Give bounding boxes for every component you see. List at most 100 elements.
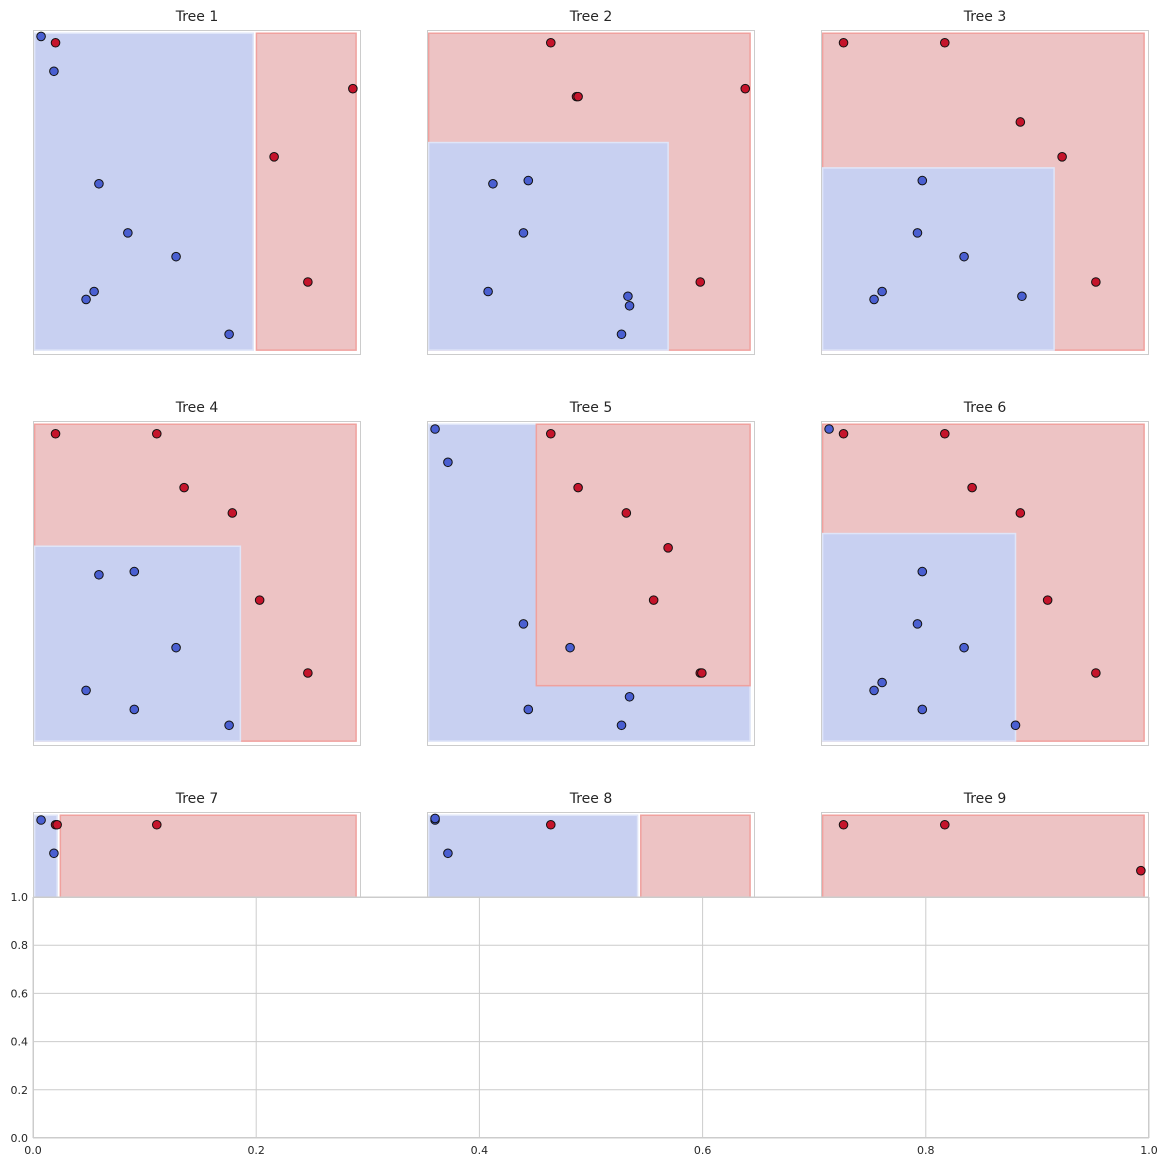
data-point-red [303, 277, 313, 287]
panel-title: Tree 2 [569, 9, 613, 25]
data-point-blue [430, 424, 440, 434]
tree-panel-1: Tree 1 [33, 9, 361, 355]
data-point-blue [824, 424, 834, 434]
panel-title: Tree 3 [963, 9, 1007, 25]
tree-panel-4: Tree 4 [33, 400, 361, 746]
x-tick-label: 0.0 [24, 1144, 42, 1157]
data-point-red [1057, 152, 1067, 162]
data-point-blue [959, 251, 969, 262]
overlay-axes: 0.0 0.2 0.4 0.6 0.8 1.0 0.0 0.2 0.4 0.6 0.8 1.0 [11, 891, 1158, 1157]
data-point-red [545, 819, 556, 830]
panel-body [821, 423, 1145, 742]
data-point-blue [171, 642, 181, 653]
data-point-blue [36, 31, 46, 42]
panel-body [427, 423, 751, 742]
data-point-red [50, 428, 61, 439]
panel-title: Tree 7 [175, 791, 219, 807]
tree-panel-6: Tree 6 [821, 400, 1149, 746]
data-point-blue [877, 286, 887, 297]
data-point-red [179, 482, 189, 493]
data-point-blue [129, 566, 140, 577]
data-point-red [573, 91, 583, 102]
panel-frame [427, 30, 755, 355]
decision-region-red [255, 32, 357, 351]
data-point-blue [624, 691, 635, 702]
panel-body [427, 32, 751, 351]
data-point-blue [877, 677, 887, 688]
data-point-red [52, 819, 62, 830]
panel-title: Tree 5 [569, 400, 613, 416]
data-point-blue [869, 294, 879, 305]
data-point-blue [49, 848, 59, 859]
data-point-red [967, 482, 977, 493]
panel-title: Tree 8 [569, 791, 613, 807]
x-tick-label: 0.8 [917, 1144, 935, 1157]
data-point-blue [565, 642, 575, 653]
data-point-blue [912, 228, 923, 238]
data-point-blue [912, 619, 923, 629]
data-point-blue [917, 566, 928, 577]
x-tick-label: 0.6 [694, 1144, 712, 1157]
data-point-blue [624, 300, 635, 311]
x-tick-label: 1.0 [1140, 1144, 1158, 1157]
decision-region-blue [821, 167, 1055, 351]
data-point-blue [443, 848, 453, 859]
data-point-red [1091, 668, 1101, 678]
data-point-red [1091, 277, 1101, 287]
data-point-red [697, 668, 707, 678]
data-point-red [227, 508, 238, 518]
panel-frame [427, 421, 755, 746]
data-point-blue [129, 704, 140, 715]
data-point-red [740, 83, 751, 94]
data-point-red [838, 37, 849, 48]
y-tick-label: 0.8 [11, 939, 29, 952]
data-point-red [50, 37, 61, 48]
data-point-red [1015, 508, 1026, 518]
panel-body [33, 423, 357, 742]
data-point-red [151, 428, 162, 439]
panel-frame [33, 421, 361, 746]
data-point-blue [1010, 720, 1021, 731]
data-point-red [695, 277, 706, 287]
data-point-blue [94, 178, 104, 189]
data-point-blue [616, 720, 627, 731]
data-point-blue [616, 329, 627, 340]
data-point-red [663, 543, 673, 553]
data-point-blue [123, 228, 133, 238]
data-point-red [648, 595, 659, 605]
data-point-blue [523, 704, 534, 715]
data-point-blue [443, 457, 453, 468]
data-point-red [254, 595, 265, 605]
data-point-red [303, 668, 313, 678]
y-tick-label: 0.2 [11, 1084, 29, 1097]
data-point-blue [81, 685, 91, 696]
x-tick-label: 0.2 [247, 1144, 265, 1157]
decision-region-red [535, 423, 751, 687]
data-point-blue [623, 291, 633, 302]
y-tick-label: 0.6 [11, 987, 29, 1000]
data-point-blue [488, 178, 498, 189]
data-point-red [838, 819, 849, 830]
y-tick-label: 0.4 [11, 1036, 29, 1049]
data-point-red [545, 428, 556, 439]
data-point-blue [959, 642, 969, 653]
decision-region-blue [427, 141, 669, 351]
decision-region-blue [33, 32, 254, 351]
data-point-blue [1017, 291, 1027, 302]
data-point-red [269, 152, 279, 162]
data-point-red [1015, 117, 1026, 127]
data-point-red [621, 508, 632, 518]
data-point-blue [36, 815, 46, 825]
data-point-blue [518, 228, 529, 238]
data-point-blue [483, 286, 493, 297]
y-tick-label: 0.0 [11, 1132, 29, 1145]
data-point-blue [224, 329, 234, 340]
data-point-blue [94, 569, 104, 580]
data-point-red [1136, 865, 1146, 876]
y-tick-label: 1.0 [11, 891, 29, 904]
panel-frame [821, 30, 1149, 355]
data-point-red [939, 819, 950, 830]
tree-panel-3: Tree 3 [821, 9, 1149, 355]
x-tick-label: 0.4 [471, 1144, 489, 1157]
panel-title: Tree 6 [963, 400, 1007, 416]
